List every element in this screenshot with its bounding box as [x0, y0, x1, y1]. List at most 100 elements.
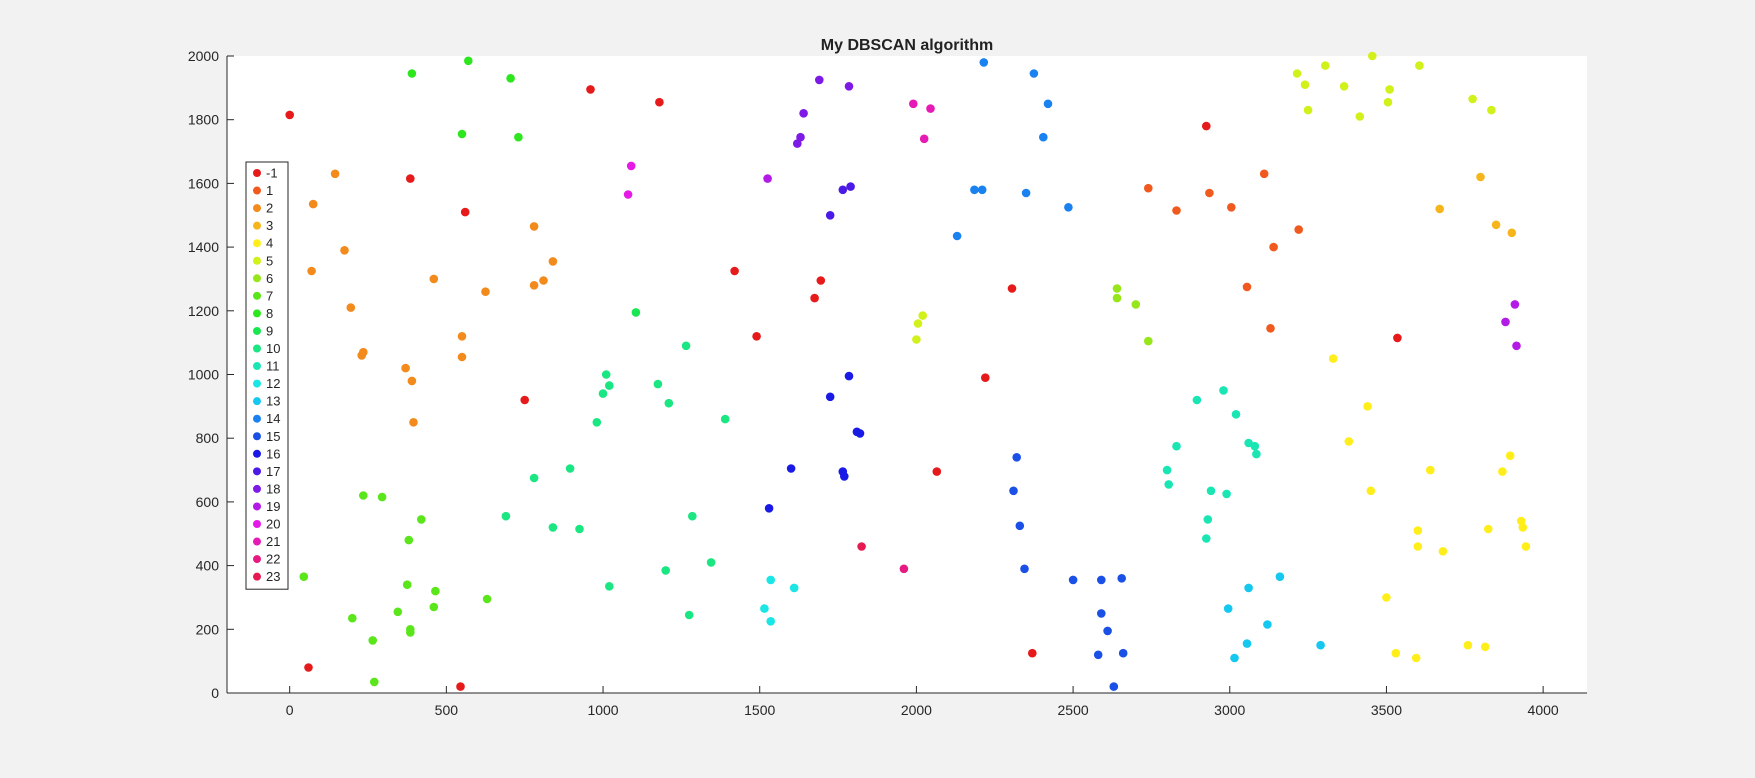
point-cluster-noise1	[932, 467, 942, 476]
point-cluster-11	[1206, 486, 1216, 496]
point-cluster-18	[815, 75, 824, 85]
point-cluster-10	[661, 566, 670, 575]
x-tick-label: 2500	[1058, 702, 1089, 718]
point-cluster-15	[1097, 575, 1106, 585]
point-cluster-14	[977, 185, 987, 195]
point-cluster-21	[919, 134, 929, 144]
legend-label: 21	[266, 534, 280, 549]
point-cluster-5	[1468, 94, 1477, 104]
legend-label: 10	[266, 341, 280, 356]
point-cluster-4	[1518, 523, 1528, 532]
point-cluster-11	[1252, 449, 1261, 459]
point-cluster-5	[1292, 69, 1302, 78]
point-cluster-11	[1219, 386, 1228, 395]
point-cluster-18	[844, 82, 854, 91]
point-cluster-18	[799, 109, 808, 118]
axes-background	[227, 56, 1587, 693]
point-cluster-1	[1242, 282, 1252, 292]
point-cluster-11	[1250, 441, 1260, 451]
point-cluster-16	[786, 464, 796, 473]
point-cluster-4	[1505, 451, 1515, 461]
point-cluster-13	[1223, 604, 1233, 613]
legend-label: 7	[266, 288, 273, 303]
legend-marker	[253, 256, 261, 265]
axes: 0 500 1000 1500 2000 2500 3000 3500 4000 0 200 400 6…	[188, 48, 1587, 718]
point-cluster-7	[368, 636, 378, 645]
point-cluster-6	[1131, 300, 1141, 309]
point-cluster-1	[1294, 225, 1303, 234]
legend-label: 2	[266, 201, 273, 216]
point-cluster-11	[1231, 410, 1241, 419]
point-cluster-4	[1438, 547, 1448, 556]
point-cluster-12	[760, 604, 769, 613]
point-cluster-7	[482, 594, 492, 604]
legend-marker	[253, 186, 261, 195]
point-cluster-15	[1012, 453, 1021, 462]
legend-label: 3	[266, 218, 273, 233]
point-cluster-7	[431, 586, 440, 596]
legend-marker	[253, 326, 261, 335]
y-tick-label: 1200	[188, 303, 219, 319]
legend-marker	[253, 397, 261, 406]
legend-label: 6	[266, 271, 273, 286]
point-cluster-6	[1144, 336, 1153, 346]
point-cluster-noise1	[460, 207, 470, 217]
point-cluster-16	[764, 504, 774, 513]
point-cluster-2	[307, 266, 316, 276]
point-cluster-19	[1510, 300, 1520, 309]
y-tick-label: 1600	[188, 175, 219, 191]
point-cluster-3	[1491, 220, 1501, 230]
point-cluster-5	[1355, 112, 1365, 121]
point-cluster-noise1	[406, 174, 415, 183]
legend-label: 1	[266, 183, 273, 198]
point-cluster-2	[539, 276, 548, 285]
point-cluster-4	[1411, 653, 1421, 663]
point-cluster-10	[664, 398, 674, 408]
y-tick-label: 400	[196, 558, 220, 574]
point-cluster-14	[1039, 132, 1048, 142]
x-tick-label: 2000	[901, 702, 932, 718]
legend-label: 17	[266, 464, 280, 479]
legend-marker	[253, 362, 261, 371]
legend-label: 20	[266, 517, 280, 532]
point-cluster-4	[1484, 524, 1493, 534]
point-cluster-11	[1172, 441, 1181, 451]
point-cluster-7	[402, 580, 412, 589]
point-cluster-15	[1118, 648, 1128, 658]
legend-marker	[253, 572, 261, 581]
point-cluster-1	[1259, 169, 1269, 179]
point-cluster-7	[429, 602, 439, 612]
point-cluster-5	[1383, 97, 1393, 107]
point-cluster-15	[1009, 486, 1018, 496]
legend-marker	[253, 239, 261, 248]
point-cluster-5	[1368, 51, 1377, 61]
y-tick-label: 1800	[188, 112, 219, 128]
legend-label: 5	[266, 253, 273, 268]
point-cluster-4	[1366, 486, 1376, 496]
point-cluster-7	[417, 515, 426, 524]
point-cluster-19	[763, 174, 772, 183]
point-cluster-2	[401, 363, 410, 373]
point-cluster-10	[529, 473, 539, 483]
point-cluster-21	[926, 104, 935, 113]
legend-marker	[253, 344, 261, 353]
legend-label: 8	[266, 306, 273, 321]
point-cluster-19	[1512, 341, 1521, 351]
point-cluster-8	[464, 56, 473, 66]
point-cluster-7	[393, 607, 403, 617]
x-tick-label: 4000	[1528, 702, 1559, 718]
point-cluster-4	[1521, 542, 1531, 551]
point-cluster-17	[846, 182, 855, 191]
point-cluster-14	[979, 58, 989, 67]
point-cluster-noise1	[304, 663, 313, 672]
point-cluster-2	[481, 287, 490, 297]
point-cluster-noise1	[1007, 284, 1017, 293]
legend-label: 11	[266, 359, 280, 374]
point-cluster-2	[409, 418, 418, 427]
x-tick-label: 1500	[744, 702, 775, 718]
point-cluster-12	[766, 575, 775, 585]
point-cluster-4	[1426, 465, 1435, 475]
y-tick-label: 600	[196, 494, 220, 510]
legend-marker	[253, 274, 261, 283]
legend-label: 16	[266, 446, 280, 461]
